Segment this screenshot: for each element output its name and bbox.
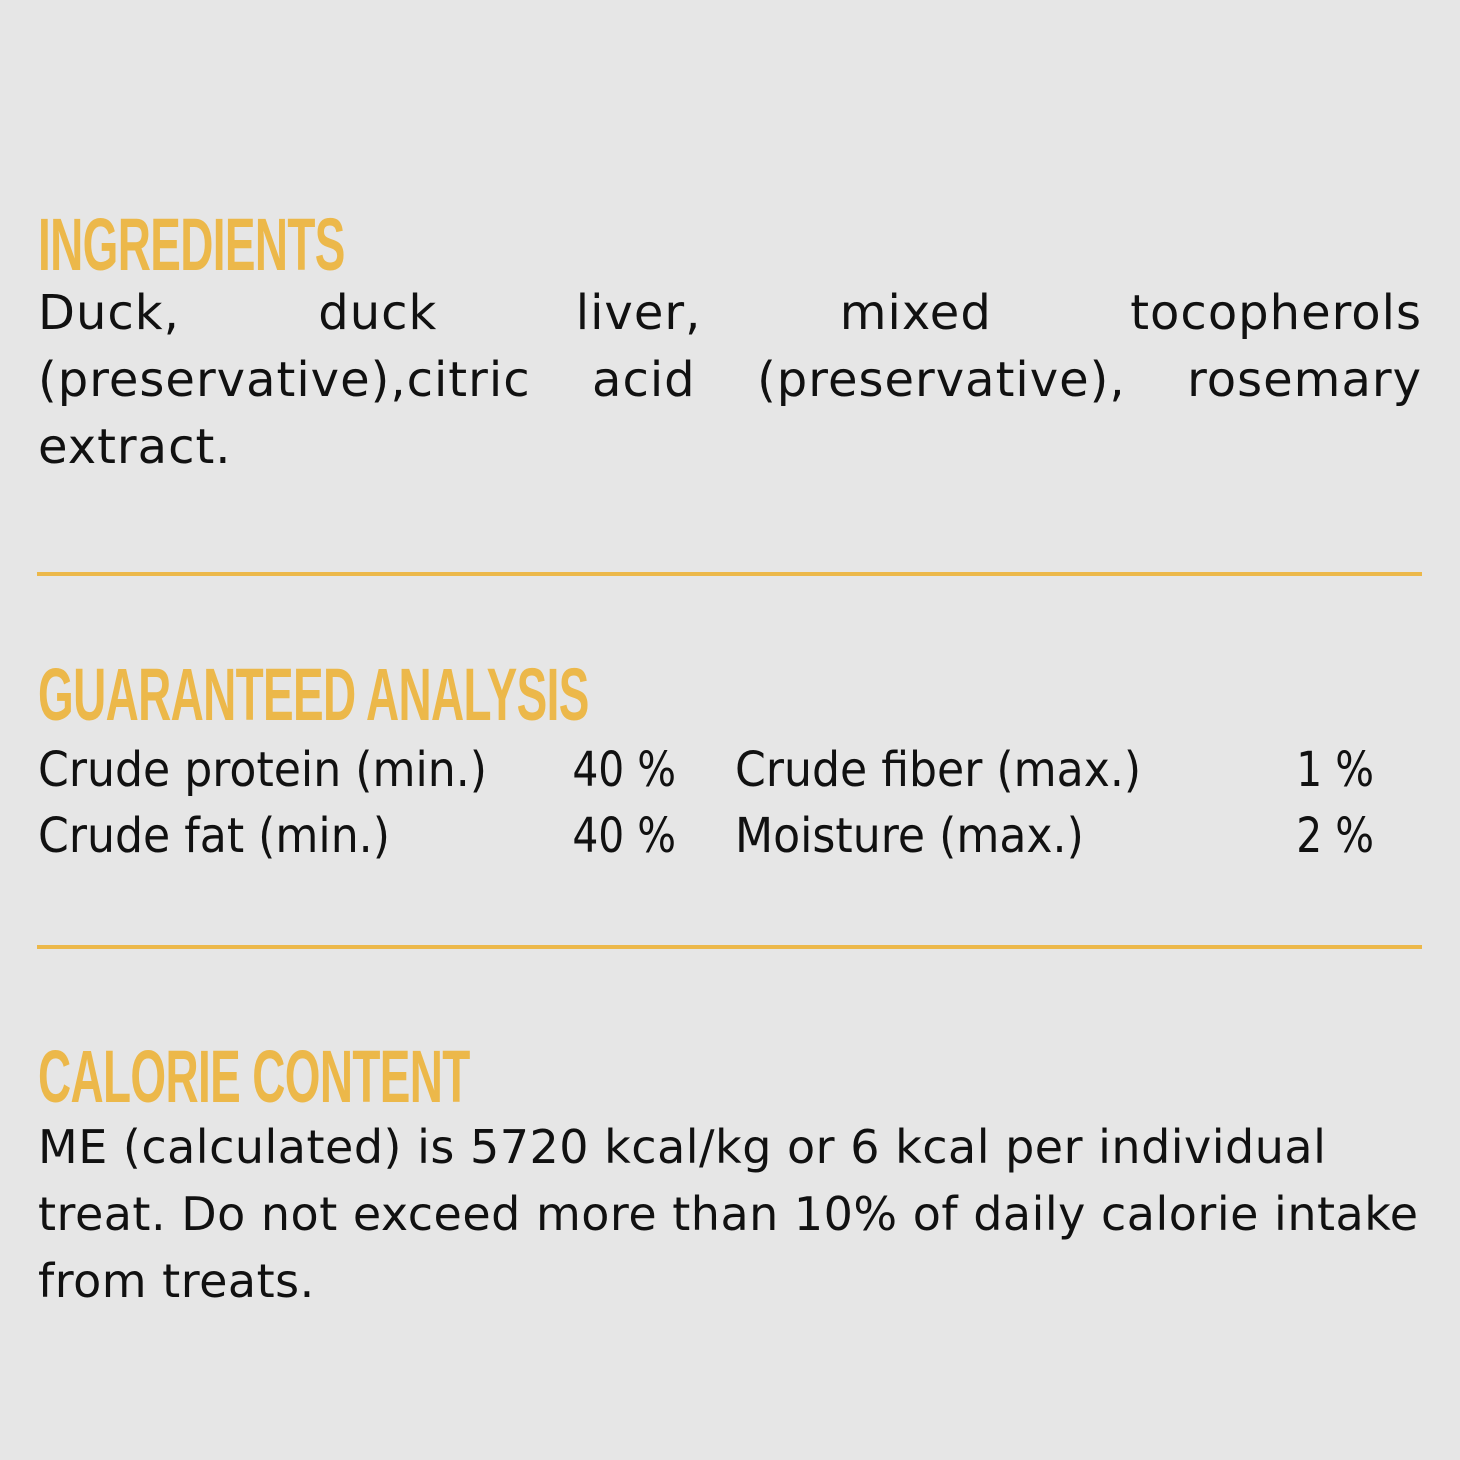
analysis-value-fiber: 1 %	[1296, 742, 1374, 798]
divider	[37, 572, 1422, 576]
ingredients-text: Duck, duck liver, mixed tocopherols (pre…	[38, 285, 1422, 475]
analysis-label-protein: Crude protein (min.)	[38, 742, 488, 798]
divider	[37, 945, 1422, 949]
analysis-heading: GUARANTEED ANALYSIS	[38, 653, 589, 736]
analysis-label-fat: Crude fat (min.)	[38, 808, 390, 864]
calorie-text: ME (calculated) is 5720 kcal/kg or 6 kca…	[38, 1120, 1419, 1308]
analysis-value-protein: 40 %	[572, 742, 676, 798]
ingredients-heading: INGREDIENTS	[38, 203, 345, 286]
analysis-value-fat: 40 %	[572, 808, 676, 864]
calorie-heading: CALORIE CONTENT	[38, 1035, 470, 1118]
analysis-label-moisture: Moisture (max.)	[735, 808, 1084, 864]
analysis-value-moisture: 2 %	[1296, 808, 1374, 864]
analysis-label-fiber: Crude fiber (max.)	[735, 742, 1142, 798]
